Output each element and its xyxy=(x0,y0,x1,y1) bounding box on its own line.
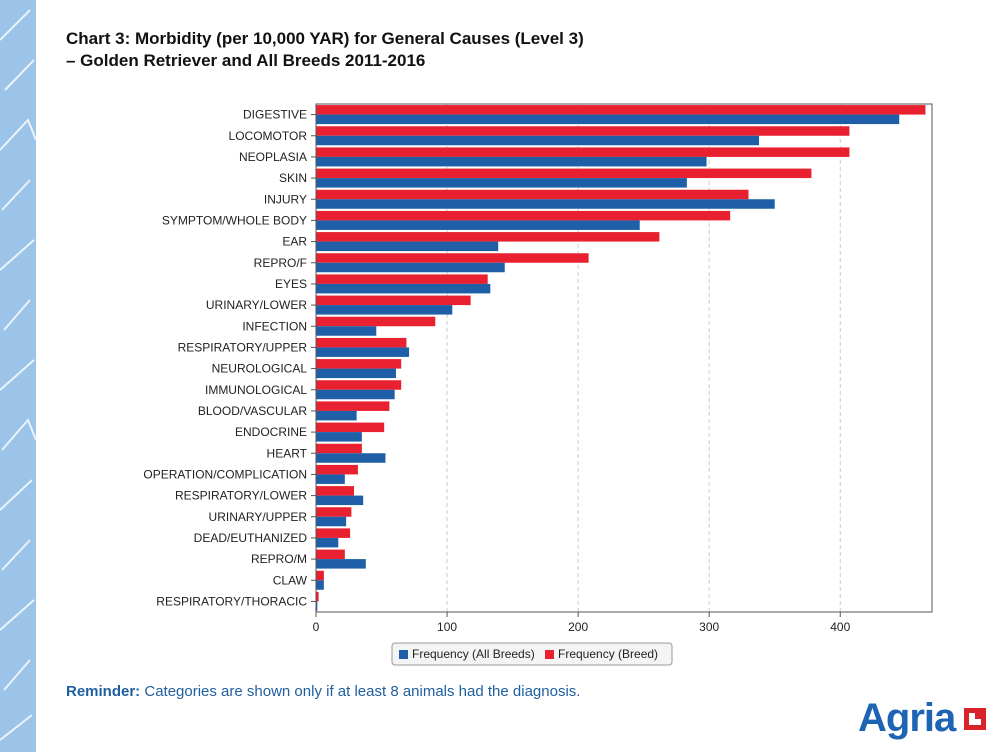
bar-breed xyxy=(316,168,812,179)
reminder-label: Reminder: xyxy=(66,683,141,700)
category-label: HEART xyxy=(267,446,308,460)
bar-all-breeds xyxy=(316,410,357,421)
category-label: RESPIRATORY/THORACIC xyxy=(156,594,307,608)
category-label: REPRO/F xyxy=(254,256,307,270)
bar-all-breeds xyxy=(316,156,707,167)
legend-swatch-breed xyxy=(545,650,554,659)
bar-all-breeds xyxy=(316,114,900,125)
bar-breed xyxy=(316,337,407,348)
bar-all-breeds xyxy=(316,220,640,230)
agria-logo-mark-icon xyxy=(964,708,986,730)
category-label: INFECTION xyxy=(242,319,307,333)
bar-breed xyxy=(316,316,436,327)
category-label: BLOOD/VASCULAR xyxy=(198,404,307,418)
category-label: LOCOMOTOR xyxy=(229,129,308,143)
bar-breed xyxy=(316,189,749,200)
category-label: SYMPTOM/WHOLE BODY xyxy=(162,213,307,227)
chart-title: Chart 3: Morbidity (per 10,000 YAR) for … xyxy=(66,28,584,72)
bar-breed xyxy=(316,147,850,157)
bar-all-breeds xyxy=(316,495,364,506)
category-label: IMMUNOLOGICAL xyxy=(205,383,307,397)
plot-area xyxy=(316,104,932,612)
x-tick-label: 200 xyxy=(568,620,588,634)
category-label: INJURY xyxy=(264,192,307,206)
bar-breed xyxy=(316,549,345,560)
bar-breed xyxy=(316,486,355,496)
reminder-text: Categories are shown only if at least 8 … xyxy=(140,683,581,700)
legend-label-all-breeds: Frequency (All Breeds) xyxy=(412,647,535,661)
bar-all-breeds xyxy=(316,389,395,400)
bar-breed xyxy=(316,422,385,433)
bar-all-breeds xyxy=(316,516,347,527)
reminder-note: Reminder: Categories are shown only if a… xyxy=(66,683,580,700)
bar-breed xyxy=(316,253,589,263)
bar-all-breeds xyxy=(316,432,362,442)
x-tick-label: 0 xyxy=(313,620,320,634)
legend-box xyxy=(391,642,673,666)
category-label: DIGESTIVE xyxy=(243,108,307,122)
bar-all-breeds xyxy=(316,559,366,569)
category-label: URINARY/LOWER xyxy=(206,298,307,312)
bar-breed xyxy=(316,401,390,411)
bar-all-breeds xyxy=(316,199,775,209)
agria-logo: Agria xyxy=(858,696,956,740)
category-label: RESPIRATORY/LOWER xyxy=(175,489,307,503)
category-label: EAR xyxy=(282,235,307,249)
bar-breed xyxy=(316,443,362,454)
category-label: EYES xyxy=(275,277,307,291)
category-label: DEAD/EUTHANIZED xyxy=(194,531,308,545)
legend-label-breed: Frequency (Breed) xyxy=(558,647,658,661)
category-label: RESPIRATORY/UPPER xyxy=(178,340,308,354)
category-label: NEUROLOGICAL xyxy=(212,362,308,376)
bar-all-breeds xyxy=(316,326,377,336)
bar-breed xyxy=(316,464,358,475)
bar-breed xyxy=(316,380,402,390)
bar-all-breeds xyxy=(316,601,318,611)
bar-breed xyxy=(316,274,488,284)
bar-all-breeds xyxy=(316,347,410,357)
category-label: ENDOCRINE xyxy=(235,425,307,439)
pattern-icon xyxy=(0,9,36,741)
plot-frame xyxy=(315,103,933,613)
bar-breed xyxy=(316,528,351,538)
bar-all-breeds xyxy=(316,453,386,463)
bar-all-breeds xyxy=(316,580,324,590)
category-label: OPERATION/COMPLICATION xyxy=(143,467,307,481)
category-label: CLAW xyxy=(273,573,308,587)
bar-all-breeds xyxy=(316,135,759,146)
bar-all-breeds xyxy=(316,474,345,484)
category-label: URINARY/UPPER xyxy=(209,510,308,524)
bar-all-breeds xyxy=(316,283,491,294)
bar-all-breeds xyxy=(316,368,396,379)
chart-title-line-1: Chart 3: Morbidity (per 10,000 YAR) for … xyxy=(66,29,584,48)
bar-breed xyxy=(316,232,660,242)
category-label: REPRO/M xyxy=(251,552,307,566)
chart-title-line-2: – Golden Retriever and All Breeds 2011-2… xyxy=(66,51,426,70)
bar-breed xyxy=(316,210,731,221)
bar-breed xyxy=(316,126,850,136)
bar-breed xyxy=(316,295,471,306)
bar-all-breeds xyxy=(316,262,505,273)
bar-breed xyxy=(316,507,352,517)
x-tick-label: 300 xyxy=(699,620,719,634)
x-tick-label: 100 xyxy=(437,620,457,634)
bar-breed xyxy=(316,359,402,369)
decorative-side-strip xyxy=(0,0,36,752)
bar-breed xyxy=(316,570,324,581)
bar-all-breeds xyxy=(316,305,453,315)
category-label: SKIN xyxy=(279,171,307,185)
bar-all-breeds xyxy=(316,537,339,548)
bar-breed xyxy=(316,105,926,115)
bar-all-breeds xyxy=(316,178,687,188)
bar-all-breeds xyxy=(316,241,499,252)
x-tick-label: 400 xyxy=(830,620,850,634)
category-label: NEOPLASIA xyxy=(239,150,307,164)
legend-swatch-all-breeds xyxy=(399,650,408,659)
bar-breed xyxy=(316,591,319,602)
